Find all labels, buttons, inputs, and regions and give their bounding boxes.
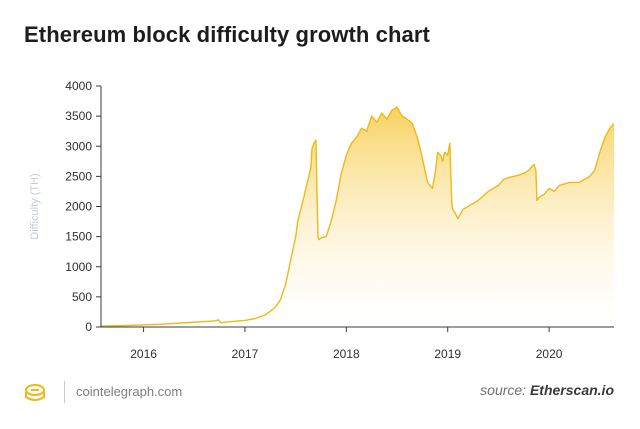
y-tick-label: 1500	[65, 230, 92, 244]
difficulty-series-line	[100, 106, 615, 327]
y-tick-label: 2000	[65, 200, 92, 214]
cointelegraph-logo-icon	[25, 384, 45, 401]
y-tick-label: 4000	[65, 79, 92, 93]
footer-divider	[64, 381, 65, 403]
chart-title: Ethereum block difficulty growth chart	[24, 22, 430, 47]
y-tick-label: 1000	[65, 260, 92, 274]
difficulty-area-fill	[101, 107, 614, 327]
y-axis-label: Difficulty (TH)	[29, 173, 41, 239]
x-tick-label: 2019	[434, 347, 461, 361]
site-name: cointelegraph.com	[76, 384, 183, 399]
x-tick-label: 2018	[333, 347, 360, 361]
y-tick-label: 3000	[65, 139, 92, 153]
y-tick-label: 0	[85, 320, 92, 334]
x-tick-label: 2017	[232, 347, 259, 361]
x-tick-label: 2020	[536, 347, 563, 361]
source-prefix: source:	[480, 382, 530, 398]
x-tick-label: 2016	[130, 347, 157, 361]
y-tick-label: 2500	[65, 169, 92, 183]
y-tick-label: 3500	[65, 109, 92, 123]
y-tick-label: 500	[72, 290, 92, 304]
source-credit: source: Etherscan.io	[480, 382, 614, 398]
source-name: Etherscan.io	[529, 382, 614, 398]
